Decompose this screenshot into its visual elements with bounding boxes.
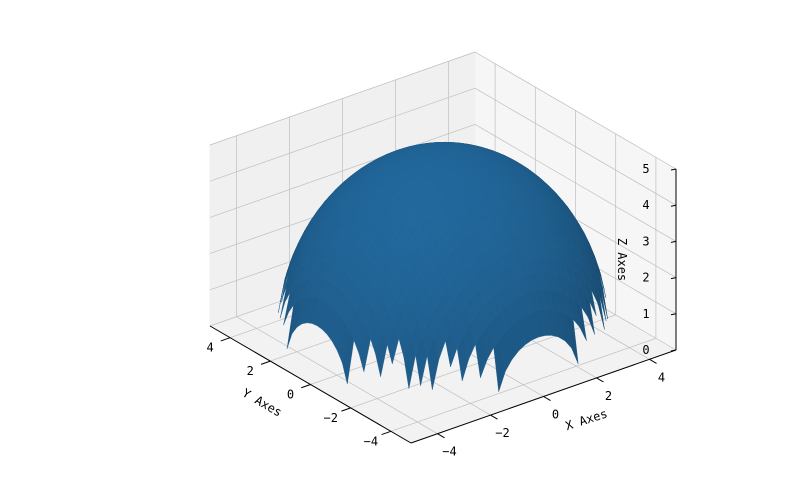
y-tick-label: 2 [247,364,254,378]
x-tick [543,396,551,402]
y-tick [260,360,271,365]
grid-line [474,87,677,206]
z-tick-label: 3 [642,234,649,248]
z-tick [670,204,677,207]
y-tick [301,384,311,389]
grid-line [209,124,476,218]
z-tick [670,313,677,316]
grid-line [390,337,657,432]
x-tick-label: 0 [552,408,559,422]
grid-line [236,316,438,435]
z-tick-label: 4 [642,198,649,212]
x-tick-label: 2 [605,389,612,403]
y-tick-label: −2 [323,411,337,425]
z-tick [670,277,677,280]
grid-line [209,87,476,182]
y-tick [381,430,392,436]
z-tick-label: 1 [642,307,649,321]
x-tick-label: 4 [658,370,665,384]
y-axis-label: Y Axes [240,386,285,420]
x-tick-label: −4 [442,445,456,459]
x-tick [437,433,445,439]
z-tick [670,240,677,243]
z-tick [670,349,677,352]
grid-line [474,124,677,242]
x-tick [649,358,657,364]
y-tick [220,337,231,342]
hemisphere-surface [278,141,608,392]
z-tick-label: 2 [642,271,649,285]
grid-line [474,51,677,170]
x-tick [490,414,498,420]
z-tick [670,168,677,171]
y-tick [341,407,351,412]
z-tick-label: 0 [642,343,649,357]
z-tick-label: 5 [642,162,649,176]
x-tick [596,377,604,383]
surface-facet [416,304,430,336]
x-axis-label: X Axes [564,406,610,433]
grid-line [209,51,476,146]
z-axis-label: Z Axes [615,238,629,281]
y-tick-label: −4 [364,434,378,448]
y-tick-label: 0 [287,388,294,402]
x-tick-label: −2 [495,426,509,440]
y-tick-label: 4 [206,341,213,355]
